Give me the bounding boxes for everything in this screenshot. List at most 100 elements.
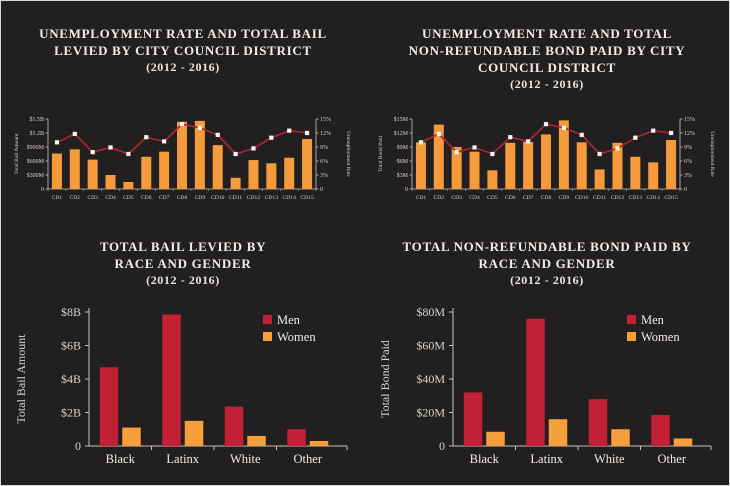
marker-CD9 (561, 125, 566, 130)
bar-women-black (486, 431, 505, 446)
x-category-label: Black (106, 452, 136, 466)
y-tick-label: $6B (61, 339, 81, 353)
chart-title-bail-by-district: UNEMPLOYMENT RATE AND TOTAL BAIL LEVIED B… (39, 25, 327, 109)
chart-title-line: COUNCIL DISTRICT (478, 60, 616, 75)
marker-CD11 (597, 151, 602, 157)
x-tick-label: CD5 (487, 195, 498, 201)
legend-label-women: Women (641, 330, 680, 344)
bar-CD7 (523, 141, 534, 189)
bar-CD15 (302, 139, 313, 189)
left-axis-title: Total Bond Paid (378, 136, 384, 172)
chart-subtitle-years: (2012 - 2016) (146, 273, 220, 287)
bar-CD11 (230, 177, 241, 189)
y-tick-label: $20M (416, 406, 445, 420)
marker-CD5 (490, 151, 495, 157)
bar-men-white (588, 399, 608, 446)
bar-CD4 (105, 175, 116, 189)
marker-CD4 (472, 145, 477, 150)
right-axis-title: Unemployment Rate (345, 131, 351, 177)
x-tick-label: CD14 (647, 195, 661, 201)
right-tick-label: 0 (320, 187, 323, 193)
bar-CD5 (123, 182, 134, 189)
x-tick-label: CD9 (559, 195, 570, 201)
panel-bail-by-race-gender: TOTAL BAIL LEVIED BY RACE AND GENDER (2012… (1, 233, 365, 485)
bar-CD1 (415, 142, 426, 189)
bond-by-district-combo-chart: $15M $12M $9M $6M $3M 0 15% 12% 9% 6% 3% 0 Total Bon… (378, 116, 715, 201)
x-tick-label: CD5 (123, 195, 134, 201)
marker-CD15 (668, 130, 674, 136)
marker-CD6 (508, 135, 513, 140)
x-tick-label: CD12 (247, 195, 261, 201)
marker-CD6 (144, 135, 149, 140)
y-tick-label: $2B (61, 406, 81, 420)
y-tick-label: $40M (416, 372, 445, 386)
bar-CD13 (630, 156, 641, 189)
bar-CD8 (541, 134, 551, 189)
x-category-label: Latinx (166, 452, 199, 466)
bar-men-other (651, 415, 670, 446)
chart-title-line: RACE AND GENDER (114, 256, 252, 271)
bar-CD14 (284, 157, 295, 189)
left-axis-title: Total Bail Amount (14, 133, 20, 174)
bar-women-other (673, 438, 693, 446)
x-tick-label: CD4 (469, 195, 480, 201)
x-category-label: Latinx (530, 452, 563, 466)
bars (51, 120, 313, 189)
legend-swatch-men (263, 315, 272, 324)
x-tick-label: CD7 (159, 195, 170, 201)
bar-women-black (122, 427, 141, 446)
bar-CD10 (576, 142, 587, 189)
right-tick-label: 15% (684, 117, 695, 123)
bond-by-race-gender-bar-chart: $80M $60M $40M $20M 0 Total Bond Paid Black Lat… (378, 305, 712, 466)
bar-men-other (287, 429, 306, 446)
left-tick-label: $900M (27, 144, 45, 151)
y-tick-label: $4B (61, 372, 81, 386)
chart-title-line: TOTAL BAIL LEVIED BY (99, 239, 267, 254)
marker-CD11 (233, 151, 238, 157)
right-tick-label: 15% (320, 117, 331, 123)
x-tick-label: CD13 (265, 195, 279, 201)
chart-title-line: NON-REFUNDABLE BOND PAID BY CITY (408, 43, 686, 58)
right-axis-title: Unemployment Rate (709, 131, 715, 177)
line-markers (418, 122, 674, 157)
x-category-label: Other (658, 452, 687, 466)
bar-women-latinx (548, 419, 568, 446)
y-axis-title: Total Bail Amount (14, 334, 28, 424)
bar-CD9 (194, 120, 205, 189)
x-tick-label: CD3 (87, 195, 98, 201)
bar-CD9 (558, 120, 569, 189)
marker-CD15 (304, 130, 310, 136)
marker-CD12 (615, 146, 620, 151)
bar-CD4 (469, 151, 480, 189)
bar-men-black (99, 367, 119, 446)
bar-CD14 (648, 162, 659, 189)
bars (415, 120, 677, 189)
chart-title-line: RACE AND GENDER (478, 256, 616, 271)
marker-CD12 (251, 146, 256, 151)
panel-bond-by-district: UNEMPLOYMENT RATE AND TOTAL NON-REFUNDABL… (365, 1, 729, 233)
legend-swatch-men (627, 315, 636, 324)
marker-CD7 (162, 139, 167, 144)
bar-CD15 (666, 140, 677, 189)
marker-CD10 (579, 132, 584, 137)
chart-subtitle-years: (2012 - 2016) (146, 60, 220, 74)
legend-swatch-women (263, 332, 272, 341)
marker-CD1 (54, 140, 60, 145)
legend-swatch-women (627, 332, 636, 341)
x-tick-label: CD6 (141, 195, 152, 201)
marker-CD10 (215, 132, 220, 137)
marker-CD14 (651, 128, 656, 133)
marker-CD2 (436, 131, 441, 137)
bar-women-other (309, 440, 329, 446)
x-tick-label: CD12 (611, 195, 625, 201)
right-tick-label: 9% (320, 145, 328, 151)
x-tick-label: CD15 (664, 195, 678, 201)
left-tick-label: $15M (394, 116, 409, 123)
x-tick-label: CD2 (70, 195, 81, 201)
x-tick-label: CD11 (593, 195, 606, 201)
bar-CD3 (451, 147, 462, 189)
marker-CD13 (633, 135, 638, 140)
left-tick-label: $600M (27, 158, 45, 165)
bar-CD3 (87, 159, 98, 189)
